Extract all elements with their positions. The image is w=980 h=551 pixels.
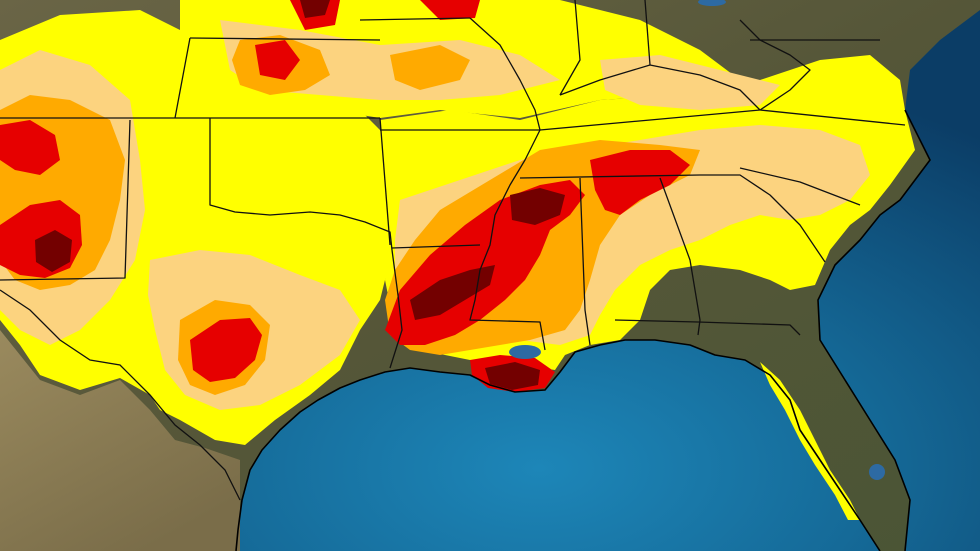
border-ky-north: [559, 64, 761, 111]
severe-ozarks: [390, 45, 470, 90]
lake-north: [698, 0, 726, 6]
border-ks-ok: [189, 37, 381, 41]
border-ar-la: [391, 244, 481, 249]
border-nc-sc: [739, 167, 861, 206]
coastline: [235, 109, 931, 551]
border-wv-va: [739, 19, 811, 111]
exceptional-delta: [410, 265, 495, 320]
lake-okeechobee: [869, 464, 885, 480]
rio-grande-border: [0, 289, 241, 501]
border-ga-sc: [700, 174, 826, 263]
border-tx-la: [389, 249, 403, 369]
border-co-ks: [174, 37, 191, 119]
border-va-nc: [759, 109, 906, 126]
exceptional-mississippi: [510, 188, 565, 225]
border-mo-ia: [359, 17, 471, 21]
land-mexico-desert: [0, 330, 240, 551]
extreme-alabama: [590, 150, 690, 215]
extreme-north-2: [255, 40, 300, 80]
moderate-kentucky: [600, 55, 780, 110]
lake-pontchartrain: [509, 345, 541, 359]
state-borders: [0, 0, 906, 369]
extreme-north-east: [420, 0, 480, 20]
border-fl-al-ga: [614, 319, 801, 336]
border-il-in: [559, 0, 581, 96]
extreme-texas: [190, 318, 262, 382]
border-al-ga: [659, 177, 701, 336]
border-tn-north: [539, 109, 761, 131]
border-nm-tx-west: [0, 119, 131, 281]
exceptional-louisiana: [485, 362, 540, 390]
border-ar-ok: [379, 117, 391, 246]
lakes: [509, 0, 885, 480]
exceptional-north: [300, 0, 330, 18]
border-ms-al: [579, 177, 591, 346]
border-mississippi-river: [469, 129, 546, 351]
border-missouri-east: [469, 17, 541, 131]
exceptional-new-mexico: [35, 230, 72, 272]
exceptional-drought-areas: [35, 0, 565, 390]
border-ok-tx-red-river: [209, 118, 393, 251]
border-in-oh: [644, 0, 651, 66]
extreme-new-mexico: [0, 120, 60, 175]
border-tn-south: [519, 174, 701, 179]
dry-florida-coast: [760, 362, 860, 520]
